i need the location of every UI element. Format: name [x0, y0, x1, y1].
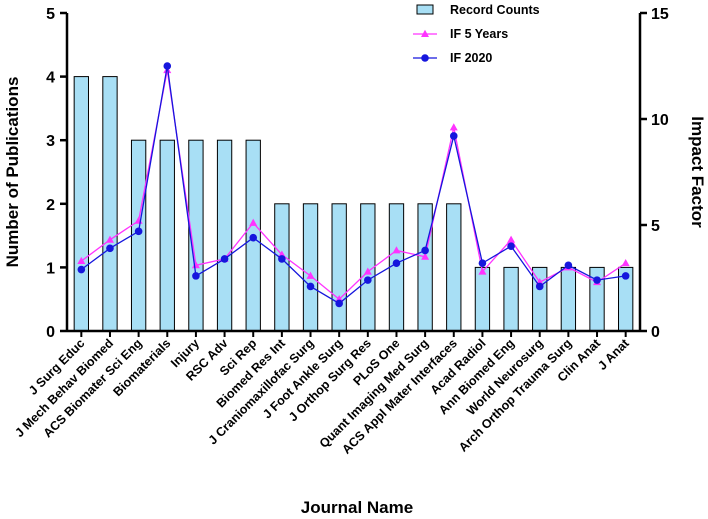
bar-17: [560, 266, 577, 332]
bar-7: [274, 203, 290, 332]
bar-15: [503, 266, 519, 332]
y-tick-label-2: 2: [46, 197, 55, 214]
y-tick-label-3: 3: [46, 133, 55, 150]
point-if2020-19: [621, 272, 630, 280]
point-if2020-13: [449, 132, 458, 140]
point-if2020-10: [364, 276, 372, 284]
legend: Record Counts IF 5 Years IF 2020: [413, 3, 540, 65]
bar-9: [331, 203, 347, 332]
bar-8: [302, 203, 319, 332]
point-if5-14: [478, 267, 487, 275]
legend-label-record-counts: Record Counts: [450, 3, 540, 17]
bar-0: [73, 76, 89, 332]
point-if2020-12: [421, 246, 429, 255]
x-tick-label-19: J Anat: [595, 336, 632, 373]
point-if5-10: [363, 267, 372, 275]
line-if2020: [80, 65, 626, 305]
point-if2020-3: [163, 62, 172, 70]
point-if5-19: [621, 258, 630, 267]
y2-tick-label-2: 10: [651, 112, 669, 129]
point-if5-13: [449, 123, 458, 131]
legend-marker-if5: [421, 29, 429, 37]
y2-tick-label-3: 15: [651, 6, 669, 23]
point-if2020-15: [507, 242, 515, 250]
y-tick-label-5: 5: [46, 6, 55, 23]
y-tick-label-4: 4: [46, 70, 55, 87]
point-if2020-16: [535, 282, 544, 291]
point-if2020-1: [106, 244, 114, 253]
point-if2020-18: [593, 276, 601, 284]
bar-14: [474, 266, 491, 332]
point-if5-8: [306, 271, 315, 279]
bar-5: [216, 139, 233, 332]
bar-2: [130, 139, 147, 332]
legend-label-if2020: IF 2020: [450, 51, 492, 65]
point-if2020-0: [77, 265, 86, 274]
bar-13: [446, 203, 462, 332]
point-if5-15: [507, 235, 516, 243]
axes-layer: 0 1 2 3 4 5 0 5 10 15: [46, 6, 669, 341]
legend-label-if5: IF 5 Years: [450, 27, 508, 41]
point-if2020-17: [564, 261, 573, 270]
point-if2020-7: [278, 255, 286, 263]
point-if5-6: [249, 218, 258, 226]
bar-16: [532, 266, 548, 332]
y2-tick-label-0: 0: [651, 324, 660, 341]
bar-12: [417, 203, 433, 332]
x-axis-title: Journal Name: [301, 498, 413, 517]
point-if2020-14: [478, 259, 487, 267]
bar-1: [102, 76, 118, 332]
bars-layer: [73, 76, 634, 332]
legend-marker-if2020: [421, 54, 429, 62]
point-if5-1: [105, 235, 114, 243]
point-if2020-8: [306, 282, 315, 291]
y2-tick-label-1: 5: [651, 218, 660, 235]
lines-layer: [77, 62, 630, 308]
point-if5-4: [191, 261, 200, 269]
y2-axis-title: Impact Factor: [688, 116, 707, 228]
point-if2020-9: [335, 299, 343, 308]
point-if2020-2: [134, 227, 143, 236]
point-if5-11: [392, 246, 401, 254]
point-if5-0: [77, 256, 86, 264]
bar-3: [159, 139, 175, 332]
y-tick-label-0: 0: [46, 324, 55, 341]
point-if5-12: [421, 252, 430, 260]
y-tick-label-1: 1: [46, 260, 55, 277]
point-if2020-11: [392, 259, 401, 267]
point-if2020-5: [220, 255, 229, 263]
bar-11: [388, 203, 405, 332]
legend-swatch-record-counts: [416, 4, 434, 15]
y-axis-title: Number of Publications: [3, 77, 22, 268]
point-if2020-4: [192, 272, 200, 280]
point-if2020-6: [249, 233, 258, 242]
